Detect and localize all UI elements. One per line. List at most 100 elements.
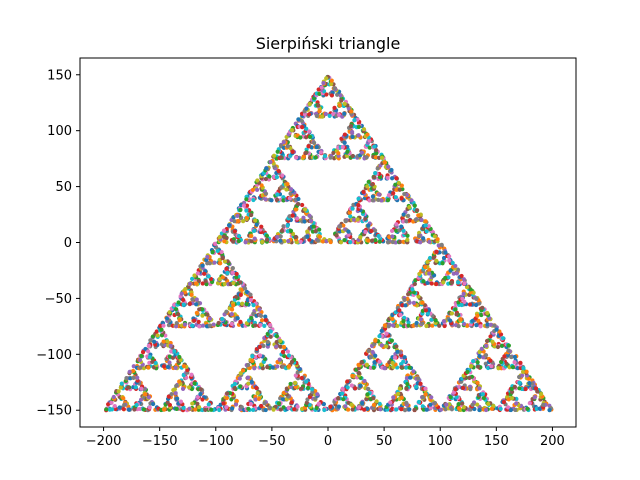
data-point [189,292,194,297]
data-point [501,399,507,405]
data-point [131,375,136,380]
data-point [399,365,404,370]
data-point [254,187,260,192]
data-point [224,266,229,271]
data-point [390,176,395,181]
data-point [264,237,270,242]
data-point [340,386,345,391]
data-point [251,197,256,203]
data-point [505,405,511,410]
data-point [253,323,258,328]
data-point [248,292,253,297]
data-point [264,233,270,238]
data-point [306,144,311,149]
data-point [332,105,337,110]
data-point [248,297,253,303]
data-point [307,112,312,117]
data-point [198,387,203,392]
data-point [221,234,226,239]
data-point [443,250,448,255]
x-tick-label: −200 [86,434,122,449]
data-point [465,323,470,328]
data-point [167,310,172,315]
data-point [345,379,350,384]
data-point [419,217,424,223]
data-point [165,364,171,370]
data-point [315,238,321,243]
data-point [376,197,381,202]
data-point [109,400,114,405]
data-point [377,334,382,339]
data-point [352,118,357,123]
data-point [431,255,436,260]
data-point [349,402,354,407]
data-point [342,111,347,116]
data-point [382,323,388,328]
data-point [366,223,371,228]
data-point [421,236,426,241]
data-point [192,381,197,386]
data-point [279,185,284,190]
data-point [225,270,230,275]
data-point [236,218,241,224]
data-point [509,396,515,401]
data-point [346,229,351,234]
data-point [510,365,516,370]
data-point [167,354,172,359]
data-point [245,298,250,303]
data-point [280,397,286,402]
data-point [187,406,192,411]
data-point [481,396,486,401]
data-point [347,210,353,215]
data-point [353,386,358,391]
data-point [402,355,407,360]
data-point [281,345,287,350]
data-point [307,101,312,107]
data-point [370,349,375,355]
data-point [206,402,211,407]
data-point [228,391,233,396]
data-point [186,385,192,390]
data-point [300,125,305,130]
data-point [404,219,409,224]
data-point [276,401,282,406]
data-point [244,197,249,202]
data-point [434,249,439,254]
data-point [260,239,265,244]
data-point [301,154,306,159]
data-point [285,144,290,149]
data-point [212,260,217,265]
data-point [121,396,126,401]
data-point [172,302,177,308]
data-point [367,138,372,143]
data-point [174,321,179,326]
data-point [293,380,298,385]
data-point [127,369,132,374]
data-point [395,391,401,396]
data-point [527,381,532,386]
data-point [244,289,249,294]
data-point [141,366,147,371]
data-point [150,359,155,365]
data-point [307,213,312,218]
data-point [441,319,447,324]
data-point [391,395,396,400]
data-point [119,381,124,386]
data-point [289,128,295,133]
data-point [232,381,238,387]
data-point [443,275,448,281]
data-point [254,222,259,227]
data-point [441,255,447,261]
data-point [293,207,298,212]
data-point [131,364,136,369]
data-point [348,214,353,219]
data-point [255,178,260,183]
data-point [479,312,484,318]
data-point [390,234,395,239]
data-point [424,229,429,234]
data-point [385,175,390,180]
data-point [244,203,250,208]
data-point [539,391,544,397]
data-point [192,318,197,323]
data-point [520,369,526,374]
